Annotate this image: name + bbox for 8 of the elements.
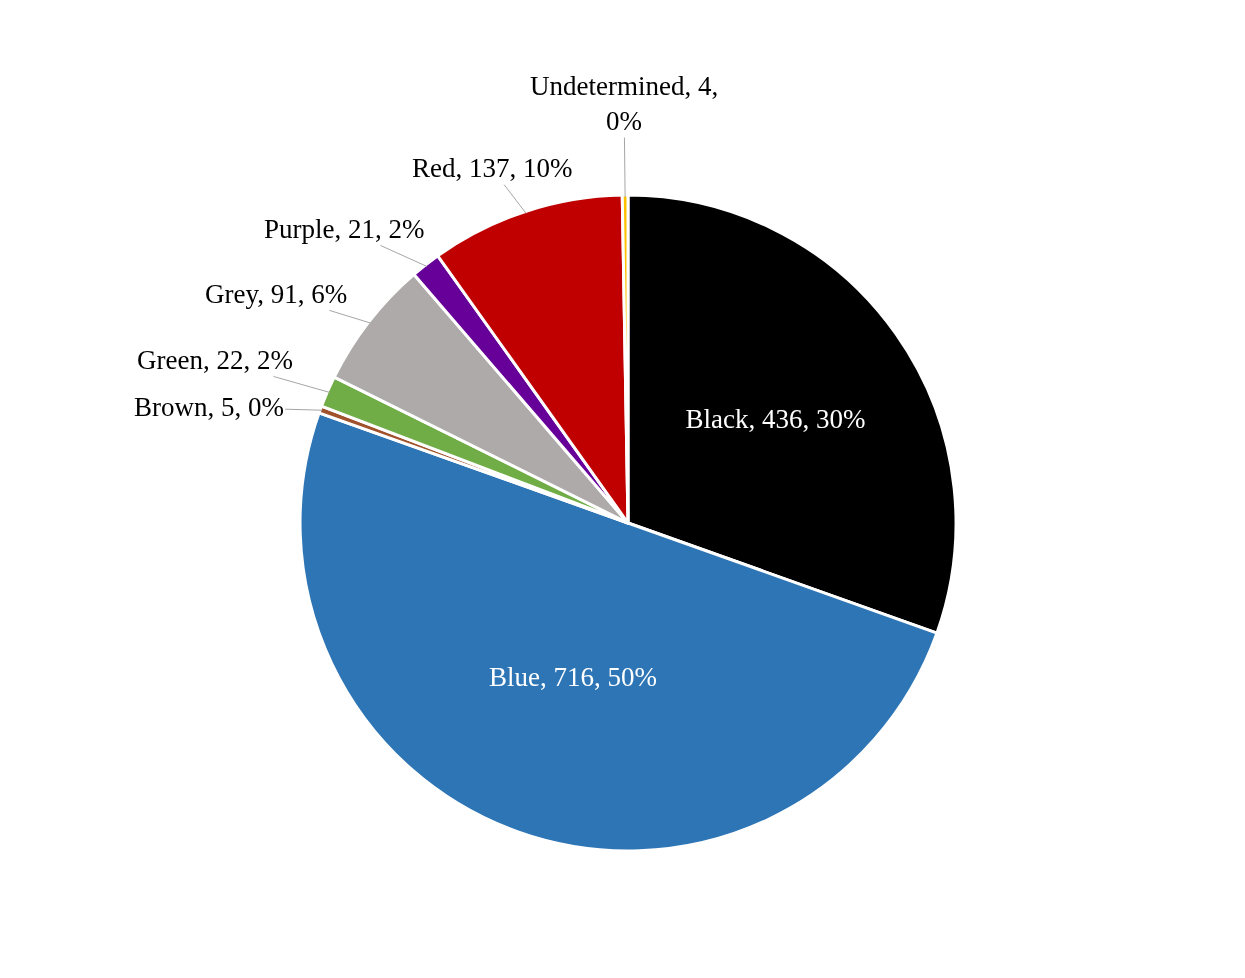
slice-label: Red, 137, 10%	[412, 153, 573, 183]
slice-label: Purple, 21, 2%	[264, 214, 425, 244]
slice-label: Green, 22, 2%	[137, 345, 293, 375]
slice-label: Black, 436, 30%	[685, 403, 866, 434]
slice-label: Brown, 5, 0%	[134, 392, 284, 422]
slice-label: Grey, 91, 6%	[205, 279, 348, 309]
slice-label: Blue, 716, 50%	[488, 662, 657, 693]
slice-label: Undetermined, 4, 0%	[530, 71, 719, 137]
